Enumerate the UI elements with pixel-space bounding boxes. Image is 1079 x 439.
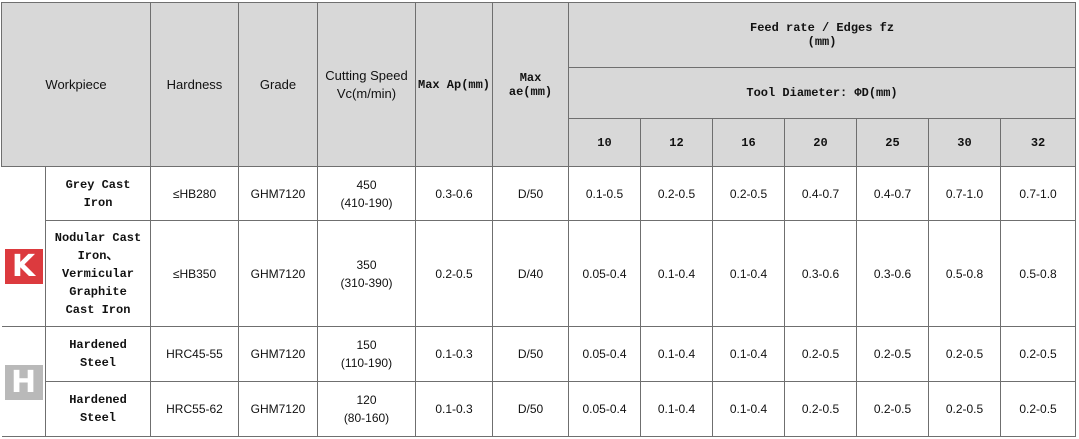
feed-cell-d32: 0.2-0.5 xyxy=(999,381,1077,437)
feed-cell-d10: 0.05-0.4 xyxy=(568,220,641,327)
hardness-cell: ≤HB280 xyxy=(150,166,239,221)
feed-cell-d20: 0.2-0.5 xyxy=(784,381,857,437)
cutting-speed-cell: 150 (110-190) xyxy=(317,326,416,382)
feed-rate-title: Feed rate / Edges fz xyxy=(750,21,895,35)
feed-cell-d30: 0.7-1.0 xyxy=(928,166,1001,221)
diameter-header-10: 10 xyxy=(568,118,641,167)
diameter-header-32: 32 xyxy=(999,118,1077,167)
max-ae-cell: D/40 xyxy=(492,220,569,327)
max-ae-cell: D/50 xyxy=(492,326,569,382)
header-workpiece: Workpiece xyxy=(1,2,151,167)
workpiece-cell: Nodular Cast Iron、 Vermicular Graphite Cast … xyxy=(45,220,151,327)
feed-cell-d12: 0.1-0.4 xyxy=(640,326,713,382)
table-row: H Hardened Steel HRC45-55 GHM7120 150 (110-190… xyxy=(1,326,1077,437)
speed-range: (110-190) xyxy=(340,356,393,370)
feed-cell-d16: 0.1-0.4 xyxy=(712,381,785,437)
feed-cell-d20: 0.4-0.7 xyxy=(784,166,857,221)
feed-cell-d20: 0.3-0.6 xyxy=(784,220,857,327)
max-ae-cell: D/50 xyxy=(492,381,569,437)
diameter-header-12: 12 xyxy=(640,118,713,167)
grade-cell: GHM7120 xyxy=(238,381,318,437)
feed-cell-d12: 0.1-0.4 xyxy=(640,381,713,437)
cutting-speed-cell: 450 (410-190) xyxy=(317,166,416,221)
max-ap-cell: 0.2-0.5 xyxy=(415,220,493,327)
max-ap-cell: 0.3-0.6 xyxy=(415,166,493,221)
table-row: Nodular Cast Iron、 Vermicular Graphite Cast … xyxy=(2,220,1077,327)
max-ae-cell: D/50 xyxy=(492,166,569,221)
diameter-header-row: 10 12 16 20 25 30 32 xyxy=(2,118,1077,167)
cutting-speed-cell: 120 (80-160) xyxy=(317,381,416,437)
feed-cell-d16: 0.1-0.4 xyxy=(712,220,785,327)
diameter-header-30: 30 xyxy=(928,118,1001,167)
workpiece-cell: Grey Cast Iron xyxy=(45,166,151,221)
workpiece-line: Cast Iron xyxy=(65,302,131,317)
workpiece-line: Iron xyxy=(83,195,113,210)
diameter-header-25: 25 xyxy=(856,118,929,167)
header-max-ae: Max ae(mm) xyxy=(492,2,569,167)
speed-range: (410-190) xyxy=(340,195,393,210)
feed-cell-d16: 0.1-0.4 xyxy=(712,326,785,382)
feed-cell-d25: 0.3-0.6 xyxy=(856,220,929,327)
speed-range: (310-390) xyxy=(340,275,393,290)
table-body: K Grey Cast Iron ≤HB280 GHM7120 450 (410-190) 0… xyxy=(1,166,1077,437)
table-row: K Grey Cast Iron ≤HB280 GHM7120 450 (410-190) 0… xyxy=(1,166,1077,327)
header-cutting-speed: Cutting Speed Vc(m/min) xyxy=(317,2,416,167)
hardness-cell: HRC45-55 xyxy=(150,326,239,382)
hardness-cell: HRC55-62 xyxy=(150,381,239,437)
grade-cell: GHM7120 xyxy=(238,220,318,327)
feed-cell-d16: 0.2-0.5 xyxy=(712,166,785,221)
diameter-header-16: 16 xyxy=(712,118,785,167)
workpiece-line: Grey Cast xyxy=(65,177,131,192)
feed-cell-d10: 0.05-0.4 xyxy=(568,381,641,437)
feed-cell-d12: 0.1-0.4 xyxy=(640,220,713,327)
workpiece-line: Graphite xyxy=(69,284,127,299)
table-row: Hardened Steel HRC55-62 GHM7120 120 (80-160) 0… xyxy=(2,381,1077,437)
workpiece-cell: Hardened Steel xyxy=(45,326,151,382)
group-k-cell: K xyxy=(1,166,46,327)
group-h-badge: H xyxy=(4,365,43,400)
group-k-badge: K xyxy=(4,249,43,284)
feed-cell-d25: 0.4-0.7 xyxy=(856,166,929,221)
feed-cell-d32: 0.7-1.0 xyxy=(999,166,1077,221)
header-grade: Grade xyxy=(238,2,318,167)
speed-value: 450 xyxy=(356,177,377,192)
hardness-cell: ≤HB350 xyxy=(150,220,239,327)
workpiece-line: Steel xyxy=(79,356,116,370)
feed-cell-d10: 0.1-0.5 xyxy=(568,166,641,221)
header-max-ap: Max Ap(mm) xyxy=(415,2,493,167)
header-hardness: Hardness xyxy=(150,2,239,167)
feed-cell-d30: 0.2-0.5 xyxy=(928,326,1001,382)
diameter-header-20: 20 xyxy=(784,118,857,167)
workpiece-line: Vermicular xyxy=(61,266,134,281)
feed-cell-d32: 0.2-0.5 xyxy=(999,326,1077,382)
max-ap-cell: 0.1-0.3 xyxy=(415,381,493,437)
group-h-cell: H xyxy=(1,326,46,437)
workpiece-line: Hardened xyxy=(69,338,127,352)
grade-cell: GHM7120 xyxy=(238,326,318,382)
speed-value: 150 xyxy=(356,338,377,352)
header-tool-diameter: Tool Diameter: ΦD(mm) xyxy=(567,67,1077,119)
max-ap-cell: 0.1-0.3 xyxy=(415,326,493,382)
feed-cell-d12: 0.2-0.5 xyxy=(640,166,713,221)
speed-range: (80-160) xyxy=(343,411,390,425)
feed-cell-d30: 0.5-0.8 xyxy=(928,220,1001,327)
feed-cell-d25: 0.2-0.5 xyxy=(856,326,929,382)
workpiece-line: Steel xyxy=(79,411,116,425)
speed-value: 350 xyxy=(356,257,377,272)
feed-cell-d25: 0.2-0.5 xyxy=(856,381,929,437)
speed-value: 120 xyxy=(356,393,377,407)
workpiece-line: Nodular Cast xyxy=(54,230,142,245)
workpiece-line: Hardened xyxy=(69,393,127,407)
workpiece-line: Iron、 xyxy=(77,248,119,263)
workpiece-cell: Hardened Steel xyxy=(45,381,151,437)
grade-cell: GHM7120 xyxy=(238,166,318,221)
feed-rate-unit: (mm) xyxy=(807,35,837,49)
feed-cell-d20: 0.2-0.5 xyxy=(784,326,857,382)
header-feed-rate: Feed rate / Edges fz (mm) xyxy=(567,2,1077,68)
cutting-speed-cell: 350 (310-390) xyxy=(317,220,416,327)
feed-cell-d32: 0.5-0.8 xyxy=(999,220,1077,327)
feed-cell-d10: 0.05-0.4 xyxy=(568,326,641,382)
feed-cell-d30: 0.2-0.5 xyxy=(928,381,1001,437)
